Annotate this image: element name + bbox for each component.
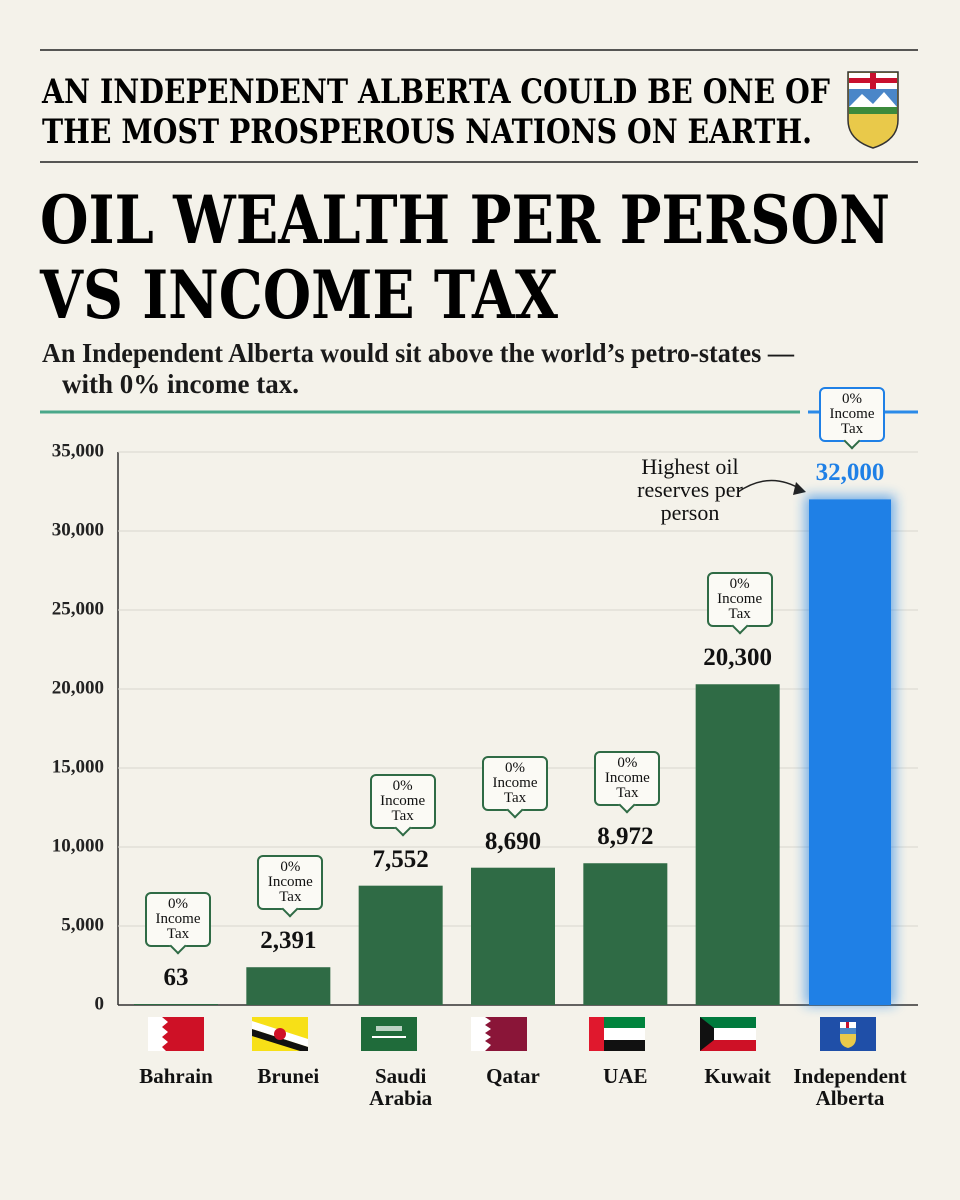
x-tick-label: Bahrain <box>139 1064 213 1088</box>
subtitle: An Independent Alberta would sit above t… <box>42 338 795 368</box>
value-label: 7,552 <box>372 845 429 873</box>
value-label: 32,000 <box>815 459 885 487</box>
callout: 0% Income Tax <box>594 751 661 807</box>
y-tick-label: 25,000 <box>52 598 104 619</box>
y-tick-label: 10,000 <box>52 835 104 856</box>
y-tick-label: 15,000 <box>52 756 104 777</box>
flags <box>148 1017 876 1051</box>
y-tick-label: 5,000 <box>61 914 104 935</box>
bar <box>583 863 668 1005</box>
value-label: 8,690 <box>484 827 542 855</box>
x-tick-label: Kuwait <box>704 1064 771 1088</box>
bar <box>358 885 443 1005</box>
bar <box>695 684 780 1005</box>
callout: 0% Income Tax <box>369 773 436 829</box>
y-tick-label: 20,000 <box>52 677 104 698</box>
annotation: Highest oil reserves per person <box>637 454 743 525</box>
y-tick-label: 30,000 <box>52 519 104 540</box>
callout: 0% Income Tax <box>706 572 773 628</box>
headline: THE MOST PROSPEROUS NATIONS ON EARTH. <box>42 112 812 152</box>
x-tick-label: Independent Alberta <box>793 1064 907 1110</box>
value-label: 63 <box>163 964 189 991</box>
callout: 0% Income Tax <box>482 755 548 811</box>
x-tick-label: Saudi Arabia <box>369 1064 433 1110</box>
x-tick-label: Brunei <box>257 1064 320 1088</box>
bar <box>134 1004 218 1005</box>
value-label: 20,300 <box>703 644 773 672</box>
x-tick-label: UAE <box>603 1064 648 1088</box>
y-tick-label: 35,000 <box>52 440 104 461</box>
annotation-arrow <box>793 482 806 495</box>
bar <box>246 967 331 1005</box>
callout: 0% Income Tax <box>145 892 211 947</box>
subtitle: with 0% income tax. <box>62 369 299 399</box>
chart-title: OIL WEALTH PER PERSON <box>40 181 890 259</box>
callout: 0% Income Tax <box>819 387 885 443</box>
headline: AN INDEPENDENT ALBERTA COULD BE ONE OF <box>41 72 830 112</box>
x-tick-label: Qatar <box>486 1064 540 1088</box>
value-label: 2,391 <box>260 927 317 955</box>
bar <box>809 499 891 1005</box>
value-label: 8,972 <box>597 823 654 851</box>
crest <box>847 71 899 149</box>
callout: 0% Income Tax <box>257 855 324 911</box>
y-tick-label: 0 <box>95 993 105 1014</box>
bar <box>471 867 555 1005</box>
chart-title: VS INCOME TAX <box>39 256 558 334</box>
